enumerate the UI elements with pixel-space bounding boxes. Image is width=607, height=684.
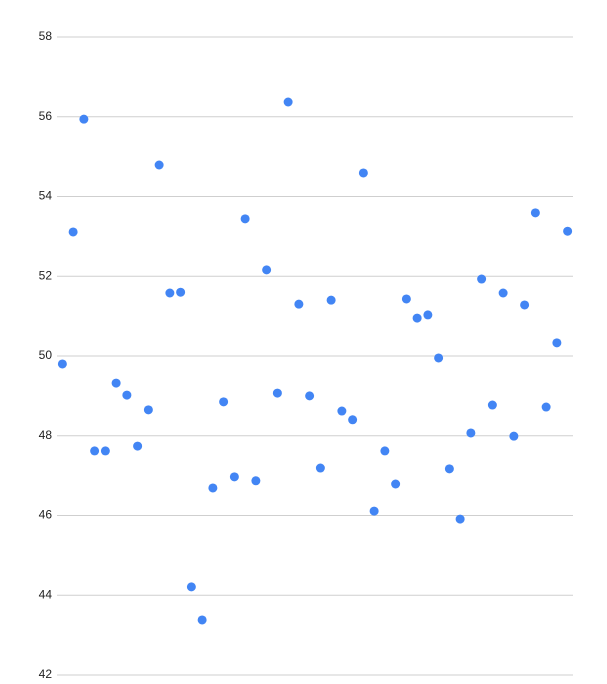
point [498, 288, 508, 298]
point [444, 464, 454, 474]
point [552, 338, 562, 348]
y-tick-label: 58 [39, 29, 53, 43]
point [143, 405, 153, 415]
point [466, 428, 476, 438]
point [358, 168, 368, 178]
point [133, 441, 143, 451]
point [229, 472, 239, 482]
point [68, 227, 78, 237]
point [57, 359, 67, 369]
point [487, 400, 497, 410]
y-tick-label: 54 [39, 189, 53, 203]
point [165, 288, 175, 298]
point [315, 463, 325, 473]
point [369, 506, 379, 516]
point [122, 390, 132, 400]
y-tick-label: 46 [39, 508, 53, 522]
point [380, 446, 390, 456]
point [541, 402, 551, 412]
point [530, 208, 540, 218]
point [423, 310, 433, 320]
point [283, 97, 293, 107]
y-tick-label: 42 [39, 667, 53, 681]
point [412, 313, 422, 323]
point [251, 476, 261, 486]
point [563, 226, 573, 236]
point [477, 274, 487, 284]
y-tick-label: 50 [39, 348, 53, 362]
point [326, 295, 336, 305]
point [401, 294, 411, 304]
point [305, 391, 315, 401]
point [337, 406, 347, 416]
point [208, 483, 218, 493]
y-tick-label: 56 [39, 109, 53, 123]
y-tick-label: 48 [39, 428, 53, 442]
point [197, 615, 207, 625]
point [348, 415, 358, 425]
y-tick-label: 52 [39, 268, 53, 282]
point [294, 299, 304, 309]
point [240, 214, 250, 224]
point [111, 378, 121, 388]
point [100, 446, 110, 456]
point [186, 582, 196, 592]
point [509, 431, 519, 441]
point [434, 353, 444, 363]
y-tick-label: 44 [39, 587, 53, 601]
point [455, 514, 465, 524]
point [176, 287, 186, 297]
point [262, 265, 272, 275]
point [90, 446, 100, 456]
point [272, 388, 282, 398]
point [219, 397, 229, 407]
point [154, 160, 164, 170]
point [391, 479, 401, 489]
point [520, 300, 530, 310]
point [79, 114, 89, 124]
